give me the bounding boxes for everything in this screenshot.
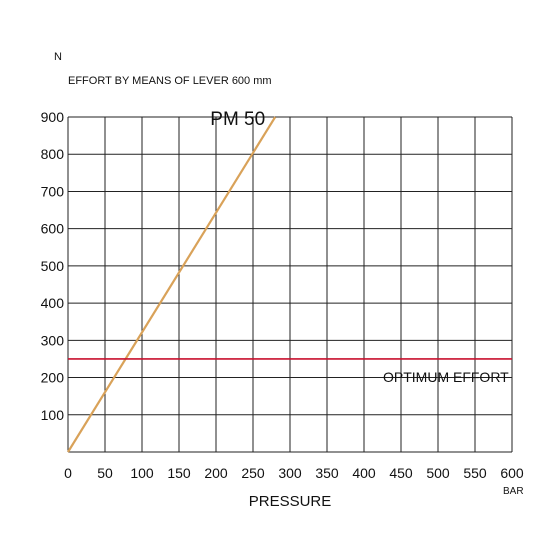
y-tick-labels: 100 200 300 400 500 600 700 800 900 [41,109,65,423]
y-tick-label: 400 [41,295,65,311]
x-tick-label: 500 [426,465,450,481]
x-tick-label: 400 [352,465,376,481]
x-tick-label: 350 [315,465,339,481]
x-tick-label: 50 [97,465,113,481]
x-tick-label: 600 [500,465,524,481]
y-axis-unit: N [54,51,62,63]
y-axis-title: EFFORT BY MEANS OF LEVER 600 mm [68,75,272,87]
x-tick-label: 550 [463,465,487,481]
optimum-effort-label: OPTIMUM EFFORT [383,369,509,385]
y-tick-label: 200 [41,370,65,386]
series-line-pm-50 [67,116,277,453]
y-tick-label: 800 [41,146,65,162]
x-tick-label: 200 [204,465,228,481]
x-axis-title: PRESSURE [249,493,332,510]
reference-layer: OPTIMUM EFFORT [68,358,512,385]
x-tick-label: 250 [241,465,265,481]
x-tick-label: 450 [389,465,413,481]
x-tick-label: 150 [167,465,191,481]
x-tick-label: 100 [130,465,154,481]
y-tick-label: 700 [41,183,65,199]
y-tick-label: 500 [41,258,65,274]
x-tick-label: 300 [278,465,302,481]
series-layer: PM 50 [67,109,277,453]
series-label: PM 50 [210,109,265,130]
y-tick-label: 300 [41,332,65,348]
y-tick-label: 900 [41,109,65,125]
y-tick-label: 600 [41,221,65,237]
y-tick-label: 100 [41,407,65,423]
grid-lines [67,116,513,453]
x-tick-label: 0 [64,465,72,481]
x-axis-unit: BAR [503,486,524,497]
x-tick-labels: 0 50 100 150 200 250 300 350 400 450 500 550 600 [64,465,524,481]
